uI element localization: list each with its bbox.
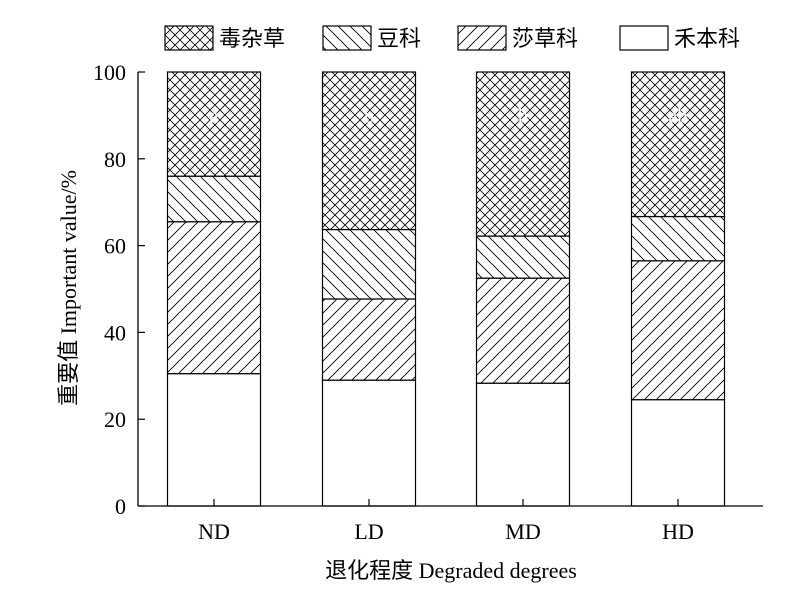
x-tick-label-ld: LD: [354, 519, 383, 544]
y-tick-label: 0: [115, 494, 126, 519]
x-tick-label-nd: ND: [198, 519, 230, 544]
bar-segment-poisonous-weeds-hd: [630, 71, 726, 218]
x-axis-title: 退化程度 Degraded degrees: [325, 558, 577, 583]
bar-segment-sedges-nd: [166, 221, 262, 375]
x-tick-label-md: MD: [505, 519, 540, 544]
axes-group: 0 20 40 60 80 100 ND LD MD HD: [93, 60, 763, 544]
bar-segment-sedges-md: [475, 277, 571, 384]
bar-segment-legumes-md: [475, 235, 571, 279]
bar-segment-grasses-nd: [166, 373, 262, 507]
legend-swatch-legumes: [322, 25, 372, 51]
legend-swatch-grasses: [619, 25, 669, 51]
y-tick-label: 20: [104, 407, 126, 432]
y-tick-label: 40: [104, 320, 126, 345]
bar-segment-grasses-hd: [630, 399, 726, 507]
bar-segment-grasses-ld: [321, 379, 417, 507]
significance-label-md: b: [518, 105, 528, 127]
bar-segment-grasses-md: [475, 382, 571, 507]
bar-segment-sedges-ld: [321, 298, 417, 381]
bar-segment-poisonous-weeds-md: [475, 71, 571, 237]
bar-segment-sedges-hd: [630, 260, 726, 401]
legend-label-grasses: 禾本科: [674, 26, 740, 51]
x-tick-label-hd: HD: [662, 519, 694, 544]
legend-swatch-sedges: [457, 25, 507, 51]
significance-label-hd: ab: [669, 105, 688, 127]
legend: 毒杂草 豆科 莎草科 禾本科: [164, 25, 740, 51]
significance-label-nd: a: [210, 105, 219, 127]
bar-segment-legumes-hd: [630, 215, 726, 262]
y-tick-label: 100: [93, 60, 126, 85]
y-tick-label: 80: [104, 147, 126, 172]
legend-label-legumes: 豆科: [377, 26, 421, 51]
legend-label-poisonous-weeds: 毒杂草: [219, 26, 285, 51]
y-tick-label: 60: [104, 234, 126, 259]
y-axis-title: 重要值 Important value/%: [56, 170, 81, 406]
bars-group: a b b ab: [166, 71, 726, 507]
legend-label-sedges: 莎草科: [512, 26, 578, 51]
bar-segment-poisonous-weeds-ld: [321, 71, 417, 231]
bar-segment-legumes-nd: [166, 175, 262, 223]
bar-segment-poisonous-weeds-nd: [166, 71, 262, 177]
legend-swatch-poisonous-weeds: [164, 25, 214, 51]
significance-label-ld: b: [364, 105, 374, 127]
bar-segment-legumes-ld: [321, 228, 417, 300]
